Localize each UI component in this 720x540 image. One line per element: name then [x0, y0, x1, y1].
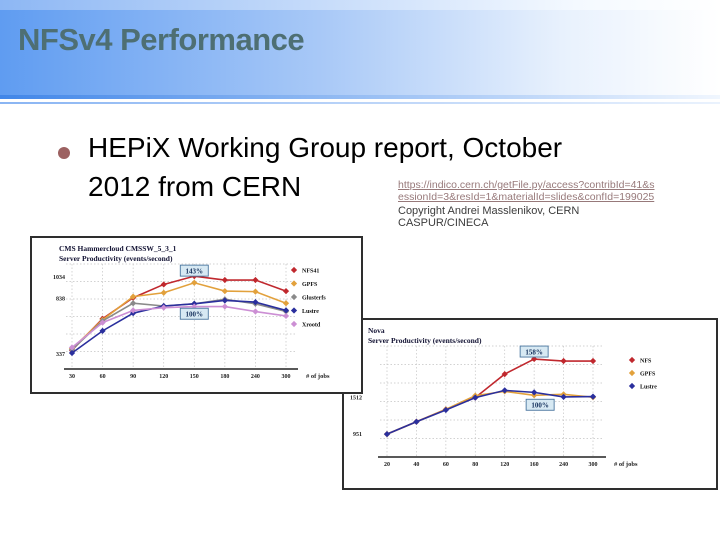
svg-text:300: 300 [282, 374, 291, 380]
svg-text:100%: 100% [186, 311, 204, 319]
svg-text:CMS Hammercloud CMSSW_5_3_1: CMS Hammercloud CMSSW_5_3_1 [59, 244, 177, 253]
svg-text:240: 240 [251, 374, 260, 380]
svg-text:180: 180 [220, 374, 229, 380]
svg-text:1512: 1512 [350, 395, 362, 401]
header-band [0, 10, 720, 95]
svg-text:1034: 1034 [53, 275, 65, 281]
svg-text:40: 40 [413, 462, 419, 468]
svg-text:NFS41: NFS41 [302, 269, 319, 275]
svg-text:GPFS: GPFS [640, 372, 656, 378]
report-link-line1: https://indico.cern.ch/getFile.py/access… [398, 179, 655, 191]
svg-text:337: 337 [56, 352, 65, 358]
svg-text:# of jobs: # of jobs [306, 373, 330, 380]
svg-text:GPFS: GPFS [302, 282, 318, 288]
svg-text:90: 90 [130, 374, 136, 380]
svg-text:160: 160 [530, 462, 539, 468]
svg-text:80: 80 [472, 462, 478, 468]
header-top-strip [0, 0, 720, 10]
svg-text:Lustre: Lustre [302, 309, 319, 315]
nova-chart-frame: Nova Server Productivity (events/second) 1… [342, 318, 718, 490]
cms-hammercloud-chart-frame: CMS Hammercloud CMSSW_5_3_1 Server Produc… [30, 236, 363, 394]
report-link-line2: essionId=3&resId=1&materialId=slides&con… [398, 190, 655, 203]
svg-text:NFS: NFS [640, 359, 652, 365]
bullet-text-line1: HEPiX Working Group report, October [88, 132, 563, 163]
svg-text:951: 951 [353, 432, 362, 438]
report-link[interactable]: https://indico.cern.ch/getFile.py/access… [398, 179, 700, 203]
bullet-text: HEPiX Working Group report, October 2012… [88, 128, 562, 206]
svg-text:Lustre: Lustre [640, 385, 657, 391]
svg-text:150: 150 [190, 374, 199, 380]
svg-text:158%: 158% [525, 348, 543, 356]
svg-text:100%: 100% [531, 402, 549, 410]
svg-text:143%: 143% [186, 267, 204, 275]
bullet-text-line2: 2012 from CERN [88, 171, 302, 202]
svg-text:838: 838 [56, 296, 65, 302]
divider-line-primary [0, 95, 720, 99]
slide-title: NFSv4 Performance [18, 22, 305, 57]
svg-text:Glusterfs: Glusterfs [302, 296, 326, 302]
svg-text:60: 60 [100, 374, 106, 380]
copyright-line2: CASPUR/CINECA [398, 216, 489, 229]
svg-text:# of jobs: # of jobs [614, 461, 638, 468]
copyright-line1: Copyright Andrei Masslenikov, CERN [398, 205, 580, 217]
svg-text:240: 240 [559, 462, 568, 468]
copyright-credit: Copyright Andrei Masslenikov, CERN CASPU… [398, 205, 580, 229]
bullet-icon [58, 147, 70, 159]
svg-text:Xrootd: Xrootd [302, 323, 321, 329]
svg-text:120: 120 [159, 374, 168, 380]
svg-text:300: 300 [589, 462, 598, 468]
svg-text:20: 20 [384, 462, 390, 468]
svg-text:60: 60 [443, 462, 449, 468]
divider-line-secondary [0, 102, 720, 104]
svg-text:30: 30 [69, 374, 75, 380]
svg-text:Nova: Nova [368, 326, 385, 335]
svg-text:120: 120 [500, 462, 509, 468]
svg-text:Server Productivity (events/se: Server Productivity (events/second) [59, 254, 173, 263]
svg-text:Server Productivity (events/se: Server Productivity (events/second) [368, 336, 482, 345]
